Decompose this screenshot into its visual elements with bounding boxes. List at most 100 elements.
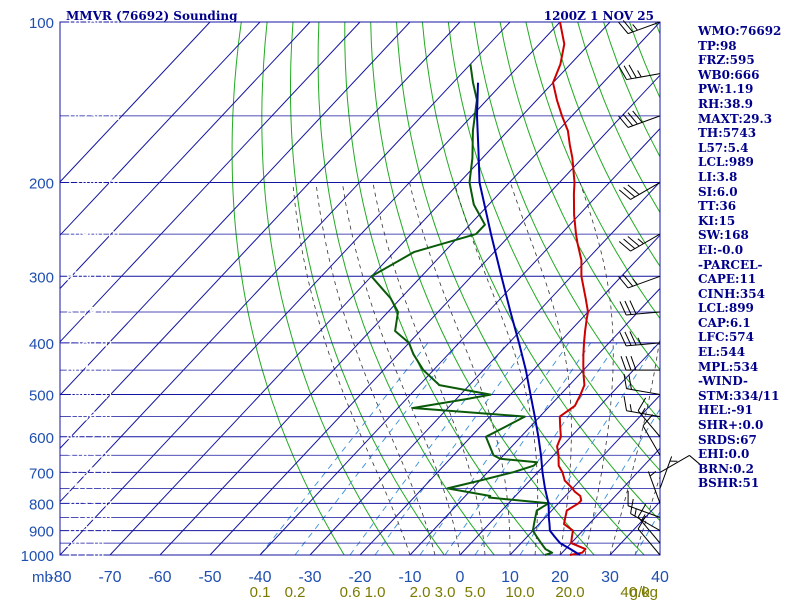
wind-barb-flag [629,331,637,346]
index-value: -PARCEL- [698,257,763,272]
height-label: 12440 m [66,175,120,189]
isotherm [59,21,261,236]
pressure-tick-label: 800 [29,496,54,513]
wind-barb-flag [629,300,637,315]
wind-barb-flag [627,184,640,195]
wind-barb-staff [626,410,661,418]
wind-barb [618,110,661,128]
pressure-tick-label: 1000 [21,548,54,565]
height-label: 5106 m [66,410,112,424]
wind-barb-flag [618,115,629,128]
wind-barb-half [637,70,642,78]
mixing-ratio-line [444,342,592,556]
wind-barb [618,274,661,289]
isotherm [59,21,361,343]
pressure-tick-label: 100 [29,15,54,32]
height-label: 4412 m [66,430,112,444]
index-value: PW:1.19 [698,82,754,97]
wind-barb-staff [626,388,661,396]
wind-barb-flag [623,395,628,411]
index-value: TP:98 [698,38,737,53]
wind-barb-staff [630,182,661,200]
wind-barb-staff [637,528,661,556]
mixing-ratio-label: 3.0 [435,584,456,600]
isotherm [509,394,661,556]
wind-barb-half [649,470,657,477]
temperature-tick-label: -80 [48,569,71,586]
height-label: 117 m [66,548,104,562]
wind-barb [627,490,661,518]
wind-barb-half [669,460,678,462]
height-label: 1524 m [66,510,112,524]
wind-barb [637,397,661,438]
mixing-ratio-line [569,408,660,556]
wind-barb-staff [659,455,690,473]
wind-barb-flag [619,332,627,347]
wind-barb-flag [622,20,634,33]
wind-barb [620,355,660,371]
isotherm [159,21,661,556]
dry-adiabat [344,22,545,556]
wind-barb-flag [618,241,631,252]
height-label: 6676 m [66,363,112,377]
mixing-ratio-label: 0.1 [250,584,271,600]
temperature-tick-label: -20 [348,569,371,586]
wind-barb [618,20,661,35]
mixing-ratio-unit: g/kg [630,584,658,600]
index-value: EHI:0.0 [698,447,750,462]
index-value: FRZ:595 [698,53,755,68]
index-value: WMO:76692 [698,24,782,38]
dry-adiabat [261,22,395,556]
temperature-tick-label: 40 [651,569,669,586]
isotherm [459,341,661,556]
moist-adiabat [409,182,511,555]
wind-barb-flag [623,186,636,198]
chart-title: MMVR (76692) Sounding [66,9,238,23]
mixing-ratio-label: 2.0 [410,584,431,600]
wind-barb [659,456,678,489]
wind-barb-flag [619,301,627,316]
temperature-tick-label: -70 [98,569,121,586]
wind-barb-flag [637,515,647,530]
wind-barb-flag [622,114,634,127]
isotherm [59,21,211,183]
isotherm [609,501,661,556]
wind-barb [618,182,661,200]
index-value: TT:36 [698,199,737,214]
wind-barb [618,64,661,81]
wind-barb-flag [618,189,631,200]
mixing-ratio-label: 10.0 [505,584,534,600]
index-value: KI:15 [698,213,736,228]
isotherm [59,21,511,503]
height-label: 3765 m [66,448,112,462]
height-label: 14230 m [66,109,120,123]
dry-adiabat [290,22,445,556]
height-label: 5860 m [66,388,112,402]
index-value: HEL:-91 [698,403,754,418]
wind-barb-flag [618,66,627,80]
height-label: 1035 m [66,524,112,538]
index-value: SHR+:0.0 [698,418,764,433]
wind-barb-flag [642,414,654,427]
wind-barb-flag [628,64,637,79]
wind-barb-staff [626,311,661,316]
height-label: 2033 m [66,496,112,510]
isotherm [309,181,661,556]
isotherm [59,21,461,449]
index-value: CAPE:11 [698,272,757,287]
wind-barb-staff [627,115,661,128]
temperature-tick-label: -50 [198,569,221,586]
moist-adiabat [315,182,436,556]
wind-barb-flag [689,455,702,466]
temperature-tick-label: 10 [501,569,519,586]
mixing-ratio-label: 5.0 [465,584,486,600]
index-value: EI:-0.0 [698,242,744,257]
wind-barb-flag [623,373,628,389]
wind-barb-half [637,238,644,244]
dry-adiabat [317,22,495,556]
index-value: WB0:666 [698,67,760,82]
wind-barb-staff [637,410,661,438]
moist-adiabat [372,182,486,556]
height-label: 2577 m [66,481,112,495]
